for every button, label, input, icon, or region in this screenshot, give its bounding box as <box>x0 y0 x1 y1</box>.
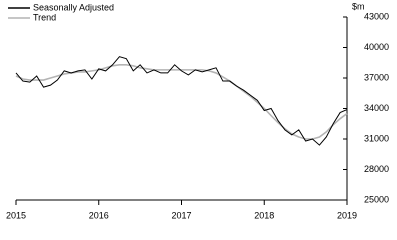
x-tick-label: 2019 <box>337 210 357 220</box>
y-tick-label: 37000 <box>364 72 389 82</box>
series-line <box>15 56 348 146</box>
x-tick-label: 2016 <box>89 210 109 220</box>
x-tick-label: 2017 <box>171 210 191 220</box>
y-tick-label: 31000 <box>364 133 389 143</box>
y-tick-label: 28000 <box>364 164 389 174</box>
y-tick-label: 25000 <box>364 194 389 204</box>
x-tick-label: 2015 <box>6 210 26 220</box>
y-tick-label: 43000 <box>364 11 389 21</box>
chart: $m 25000 28000 31000 34000 37000 40000 43000 20… <box>6 1 389 220</box>
y-tick-label: 34000 <box>364 103 389 113</box>
legend-label: Trend <box>33 12 56 22</box>
series-line <box>15 63 348 140</box>
y-unit: $m <box>352 1 365 11</box>
y-tick-label: 40000 <box>364 42 389 52</box>
x-tick-label: 2018 <box>254 210 274 220</box>
legend-label: Seasonally Adjusted <box>33 2 114 12</box>
